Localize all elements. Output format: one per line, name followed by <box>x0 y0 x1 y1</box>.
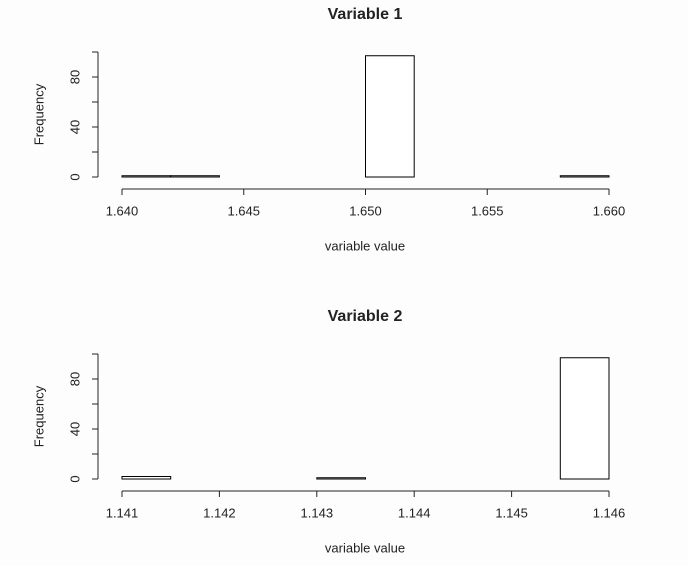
y-tick-label: 0 <box>67 173 82 180</box>
x-tick-label: 1.655 <box>471 203 504 218</box>
x-axis-label: variable value <box>325 540 405 555</box>
chart-title: Variable 2 <box>328 308 403 325</box>
y-tick-label: 40 <box>67 120 82 134</box>
bar <box>121 476 172 480</box>
x-tick-label: 1.142 <box>203 505 236 520</box>
y-tick-label: 40 <box>67 422 82 436</box>
y-tick-label: 80 <box>67 70 82 84</box>
x-tick-label: 1.650 <box>349 203 382 218</box>
x-tick-label: 1.640 <box>106 203 139 218</box>
x-tick-label: 1.144 <box>398 505 431 520</box>
y-axis-label: Frequency <box>31 385 46 447</box>
bar <box>316 477 366 480</box>
x-tick-label: 1.146 <box>593 505 626 520</box>
bar <box>170 175 220 178</box>
x-tick-label: 1.141 <box>106 505 139 520</box>
chart-title: Variable 1 <box>328 6 403 23</box>
x-axis-label: variable value <box>325 238 405 253</box>
bar <box>559 357 610 480</box>
y-axis-label: Frequency <box>31 83 46 145</box>
x-tick-label: 1.145 <box>495 505 528 520</box>
y-tick-label: 0 <box>67 475 82 482</box>
x-tick-label: 1.645 <box>227 203 260 218</box>
x-tick-label: 1.143 <box>301 505 334 520</box>
bar <box>559 175 610 178</box>
bar <box>365 55 415 178</box>
x-tick-label: 1.660 <box>593 203 626 218</box>
y-tick-label: 80 <box>67 372 82 386</box>
bar <box>121 175 172 178</box>
